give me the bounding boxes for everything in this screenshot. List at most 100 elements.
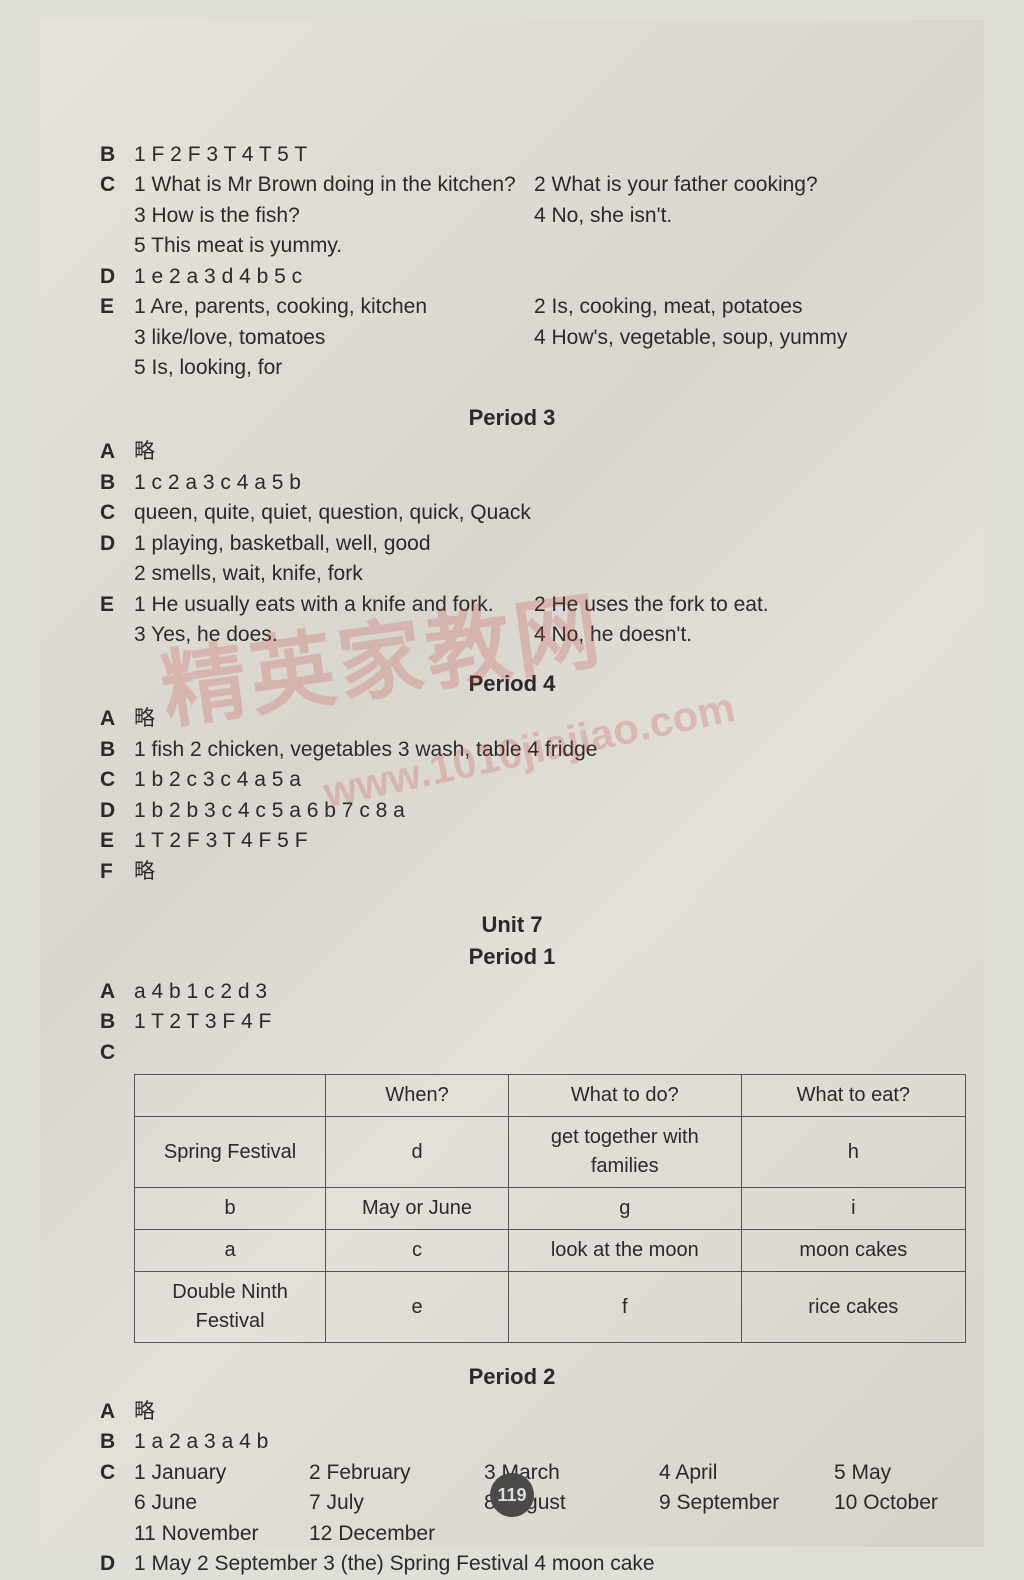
period3-heading: Period 3 (100, 402, 924, 434)
table-row: a c look at the moon moon cakes (135, 1230, 966, 1272)
label-D: D (100, 529, 134, 559)
cell: Double Ninth Festival (135, 1272, 326, 1343)
page-number: 119 (497, 1482, 526, 1508)
content-E: 1 He usually eats with a knife and fork.… (134, 590, 924, 651)
cell: May or June (326, 1188, 509, 1230)
period2-A: A 略 (100, 1397, 924, 1427)
content-D: 1 playing, basketball, well, good 2 smel… (134, 529, 924, 590)
cell: look at the moon (508, 1230, 741, 1272)
c-r1: 2 What is your father cooking? (534, 170, 924, 200)
c-l2: 3 How is the fish? (134, 201, 534, 231)
page-number-badge: 119 (490, 1473, 534, 1517)
table-row: b May or June g i (135, 1188, 966, 1230)
period4-C: C 1 b 2 c 3 c 4 a 5 a (100, 765, 924, 795)
cell: get together with families (508, 1117, 741, 1188)
label-A: A (100, 437, 134, 467)
content-B: 1 F 2 F 3 T 4 T 5 T (134, 140, 924, 170)
label-B: B (100, 468, 134, 498)
cell: g (508, 1188, 741, 1230)
period3-C: C queen, quite, quiet, question, quick, … (100, 498, 924, 528)
label-C: C (100, 170, 134, 200)
period3-E: E 1 He usually eats with a knife and for… (100, 590, 924, 651)
content-B: 1 a 2 a 3 a 4 b (134, 1427, 924, 1457)
label-B: B (100, 1427, 134, 1457)
c-l1: 1 What is Mr Brown doing in the kitchen? (134, 170, 534, 200)
content-C: queen, quite, quiet, question, quick, Qu… (134, 498, 924, 528)
table-header-row: When? What to do? What to eat? (135, 1075, 966, 1117)
period4-F: F 略 (100, 857, 924, 887)
content-C: 1 What is Mr Brown doing in the kitchen?… (134, 170, 924, 261)
cell: d (326, 1117, 509, 1188)
month: 12 December (309, 1519, 484, 1549)
e-r2: 4 How's, vegetable, soup, yummy (534, 323, 924, 353)
e-r1: 2 He uses the fork to eat. (534, 590, 924, 620)
month: 4 April (659, 1458, 834, 1488)
label-A: A (100, 704, 134, 734)
festival-table: When? What to do? What to eat? Spring Fe… (134, 1074, 966, 1343)
e-l1: 1 He usually eats with a knife and fork. (134, 590, 534, 620)
label-C: C (100, 765, 134, 795)
period3-A: A 略 (100, 437, 924, 467)
unit7-heading: Unit 7 (100, 909, 924, 941)
period2-B: B 1 a 2 a 3 a 4 b (100, 1427, 924, 1457)
section1-E: E 1 Are, parents, cooking, kitchen 2 Is,… (100, 292, 924, 383)
th-blank (135, 1075, 326, 1117)
e-l2: 3 like/love, tomatoes (134, 323, 534, 353)
label-E: E (100, 292, 134, 322)
content-C: 1 January 2 February 3 March 4 April 5 M… (134, 1458, 1009, 1549)
month: 11 November (134, 1519, 309, 1549)
c-r2: 4 No, she isn't. (534, 201, 924, 231)
label-B: B (100, 140, 134, 170)
cell: c (326, 1230, 509, 1272)
month: 5 May (834, 1458, 1009, 1488)
label-D: D (100, 796, 134, 826)
month: 7 July (309, 1488, 484, 1518)
section1-B: B 1 F 2 F 3 T 4 T 5 T (100, 140, 924, 170)
content-E: 1 T 2 F 3 T 4 F 5 F (134, 826, 924, 856)
cell: rice cakes (741, 1272, 965, 1343)
content-E: 1 Are, parents, cooking, kitchen 2 Is, c… (134, 292, 924, 383)
month: 9 September (659, 1488, 834, 1518)
label-D: D (100, 1549, 134, 1579)
period4-heading: Period 4 (100, 668, 924, 700)
label-B: B (100, 735, 134, 765)
th-what-do: What to do? (508, 1075, 741, 1117)
content-C: 1 b 2 c 3 c 4 a 5 a (134, 765, 924, 795)
unit7-B: B 1 T 2 T 3 F 4 F (100, 1007, 924, 1037)
content-B: 1 T 2 T 3 F 4 F (134, 1007, 924, 1037)
cell: i (741, 1188, 965, 1230)
period3-D: D 1 playing, basketball, well, good 2 sm… (100, 529, 924, 590)
label-E: E (100, 590, 134, 620)
cell: h (741, 1117, 965, 1188)
label-F: F (100, 857, 134, 887)
e-l2: 3 Yes, he does. (134, 620, 534, 650)
cell: b (135, 1188, 326, 1230)
label-C: C (100, 1038, 134, 1068)
period3-B: B 1 c 2 a 3 c 4 a 5 b (100, 468, 924, 498)
period4-B: B 1 fish 2 chicken, vegetables 3 wash, t… (100, 735, 924, 765)
content-F: 略 (134, 857, 924, 887)
th-what-eat: What to eat? (741, 1075, 965, 1117)
label-E: E (100, 826, 134, 856)
th-when: When? (326, 1075, 509, 1117)
unit7-A: A a 4 b 1 c 2 d 3 (100, 977, 924, 1007)
content-A: 略 (134, 437, 924, 467)
month: 10 October (834, 1488, 1009, 1518)
table-row: Spring Festival d get together with fami… (135, 1117, 966, 1188)
period4-E: E 1 T 2 F 3 T 4 F 5 F (100, 826, 924, 856)
d-l2: 2 smells, wait, knife, fork (134, 559, 924, 589)
e-r2: 4 No, he doesn't. (534, 620, 924, 650)
c-l3: 5 This meat is yummy. (134, 231, 924, 261)
period4-A: A 略 (100, 704, 924, 734)
cell: a (135, 1230, 326, 1272)
period2-heading: Period 2 (100, 1361, 924, 1393)
content-D: 1 b 2 b 3 c 4 c 5 a 6 b 7 c 8 a (134, 796, 924, 826)
content-D: 1 e 2 a 3 d 4 b 5 c (134, 262, 924, 292)
period4-D: D 1 b 2 b 3 c 4 c 5 a 6 b 7 c 8 a (100, 796, 924, 826)
cell: Spring Festival (135, 1117, 326, 1188)
unit7-C: C (100, 1038, 924, 1068)
page-container: B 1 F 2 F 3 T 4 T 5 T C 1 What is Mr Bro… (40, 20, 984, 1547)
month: 2 February (309, 1458, 484, 1488)
cell: e (326, 1272, 509, 1343)
period2-D: D 1 May 2 September 3 (the) Spring Festi… (100, 1549, 924, 1579)
